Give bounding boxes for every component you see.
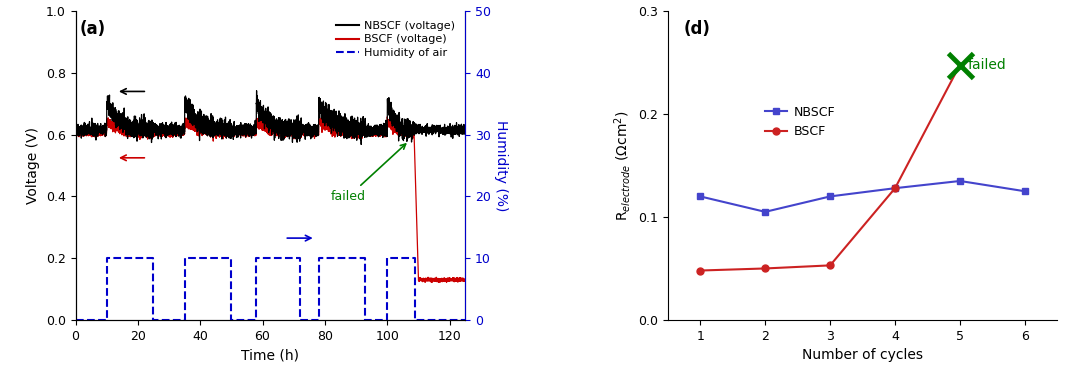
- NBSCF: [823, 194, 836, 199]
- Text: failed: failed: [968, 58, 1007, 72]
- X-axis label: Time (h): Time (h): [242, 348, 299, 362]
- Text: (a): (a): [80, 20, 106, 38]
- NBSCF: [694, 194, 707, 199]
- NBSCF: [954, 179, 967, 183]
- Legend: NBSCF (voltage), BSCF (voltage), Humidity of air: NBSCF (voltage), BSCF (voltage), Humidit…: [332, 17, 460, 62]
- NBSCF: [889, 186, 902, 190]
- Text: failed: failed: [331, 144, 406, 203]
- Line: BSCF: BSCF: [697, 185, 899, 274]
- BSCF: [823, 263, 836, 267]
- Legend: NBSCF, BSCF: NBSCF, BSCF: [760, 101, 841, 143]
- X-axis label: Number of cycles: Number of cycles: [802, 348, 924, 362]
- BSCF: [759, 266, 771, 271]
- NBSCF: [759, 209, 771, 214]
- NBSCF: [1019, 189, 1032, 193]
- BSCF: [889, 186, 902, 190]
- Y-axis label: Voltage (V): Voltage (V): [26, 127, 40, 204]
- Y-axis label: Humidity (%): Humidity (%): [493, 120, 507, 211]
- BSCF: [694, 268, 707, 273]
- Y-axis label: R$_{electrode}$ (Ωcm$^2$): R$_{electrode}$ (Ωcm$^2$): [612, 110, 632, 221]
- Text: (d): (d): [683, 20, 710, 38]
- Line: NBSCF: NBSCF: [697, 177, 1028, 215]
